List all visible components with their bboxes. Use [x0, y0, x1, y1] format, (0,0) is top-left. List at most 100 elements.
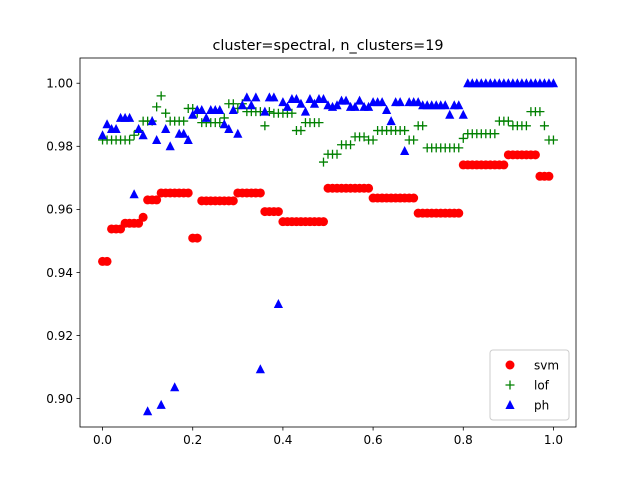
plot-frame [79, 57, 577, 428]
ph-point [246, 100, 256, 110]
ph-point [170, 382, 180, 392]
svm-point [318, 217, 328, 227]
ph-point [291, 94, 302, 103]
ph-point [255, 364, 265, 374]
ph-point [350, 101, 360, 111]
lof-point [161, 108, 171, 118]
ph-point [183, 135, 193, 144]
ph-point [363, 101, 374, 111]
ph-point [219, 119, 229, 129]
legend-item-svm: svm [505, 358, 559, 372]
ph-point [228, 105, 238, 115]
y-tick-label: 0.92 [46, 329, 73, 343]
lof-point [359, 132, 369, 142]
ph-point [138, 130, 148, 140]
svm-point [192, 233, 202, 243]
ph-point [165, 141, 175, 151]
ph-point [377, 97, 387, 107]
lof-point [156, 91, 166, 101]
lof-point [179, 116, 189, 126]
legend-label-lof: lof [534, 378, 550, 392]
data-points [97, 78, 559, 416]
x-tick-label: 1.0 [544, 433, 563, 447]
ph-point [309, 98, 320, 108]
ph-point [143, 406, 153, 416]
svm-point [364, 183, 374, 193]
y-tick-label: 0.94 [46, 266, 73, 280]
svm-point [255, 188, 265, 198]
lof-point [125, 135, 135, 145]
legend-marker-lof [505, 380, 515, 390]
ph-point [454, 100, 464, 110]
ph-point [97, 130, 108, 140]
ph-point [386, 116, 396, 126]
ph-point [440, 100, 450, 110]
ph-point [269, 92, 279, 102]
ph-point [156, 399, 166, 409]
legend-item-ph: ph [505, 398, 549, 412]
ph-point [188, 109, 198, 119]
ph-point [382, 105, 392, 115]
ph-point [282, 101, 293, 111]
ph-point [102, 119, 112, 129]
chart-title: cluster=spectral, n_clusters=19 [212, 38, 443, 54]
lof-point [535, 107, 545, 117]
svm-point [138, 212, 148, 222]
x-tick-label: 0.6 [364, 433, 383, 447]
legend: svm lof ph [489, 349, 570, 421]
ph-point [354, 95, 365, 105]
lof-point [418, 121, 428, 131]
y-tick-label: 0.98 [46, 140, 73, 154]
ph-point [129, 189, 139, 199]
ph-point [413, 97, 423, 107]
svm-point [454, 208, 464, 218]
x-tick-label: 0.2 [183, 433, 202, 447]
ph-point [237, 100, 247, 110]
lof-point [400, 126, 410, 136]
x-tick-label: 0.8 [454, 433, 473, 447]
ph-point [197, 105, 207, 115]
ph-point [251, 92, 261, 102]
ph-point [215, 105, 225, 115]
legend-item-lof: lof [505, 378, 550, 392]
lof-point [454, 143, 464, 153]
lof-point [318, 157, 328, 167]
lof-point [521, 121, 531, 131]
ph-point [332, 100, 342, 110]
legend-marker-svm [505, 360, 515, 370]
lof-point [296, 126, 306, 136]
series-ph [97, 78, 559, 416]
axes: 0.0 0.2 0.4 0.6 0.8 1.0 0.90 0.92 0.94 0.96 0.98 1.… [46, 57, 577, 447]
legend-label-svm: svm [534, 358, 559, 372]
y-tick-label: 1.00 [46, 77, 73, 91]
ph-point [548, 78, 559, 88]
ph-point [242, 92, 252, 102]
lof-point [332, 149, 342, 159]
ph-point [300, 106, 311, 116]
ph-point [318, 94, 329, 103]
svm-point [544, 171, 554, 181]
ph-point [125, 112, 135, 122]
ph-point [296, 98, 306, 108]
lof-point [409, 135, 419, 145]
series-lof [98, 91, 558, 167]
y-tick-label: 0.90 [46, 392, 73, 406]
svm-point [152, 195, 162, 205]
legend-label-ph: ph [534, 398, 549, 412]
ph-point [260, 106, 270, 116]
lof-point [346, 140, 356, 150]
ph-point [395, 97, 405, 107]
svm-point [102, 256, 112, 266]
ph-point [278, 97, 288, 107]
ph-point [341, 95, 351, 105]
x-tick-label: 0.4 [273, 433, 292, 447]
ph-point [134, 123, 144, 133]
ph-point [179, 128, 189, 138]
ph-point [445, 109, 455, 119]
lof-point [129, 130, 139, 140]
lof-point [490, 129, 500, 139]
lof-point [152, 102, 162, 112]
svm-point [273, 207, 283, 217]
svm-point [183, 188, 193, 198]
